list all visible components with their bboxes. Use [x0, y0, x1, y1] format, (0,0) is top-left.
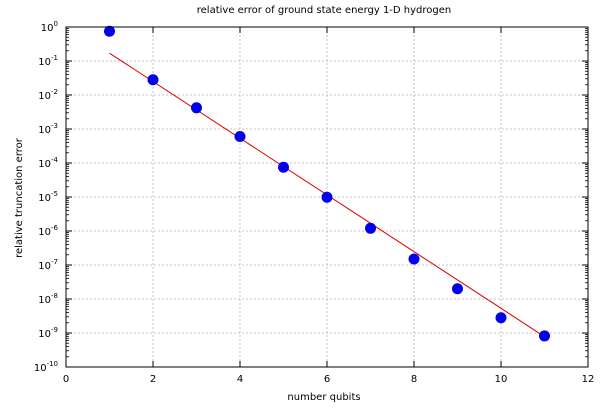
x-tick-label: 0 [63, 374, 69, 385]
y-tick-label: 100 [41, 20, 58, 34]
y-tick-label: 10-8 [38, 292, 58, 306]
data-point [365, 222, 376, 234]
x-tick-label: 10 [495, 374, 508, 385]
x-axis-ticks: 0 2 4 6 8 10 12 [63, 27, 595, 385]
chart-title: relative error of ground state energy 1-… [197, 5, 452, 16]
y-tick-label: 10-10 [34, 360, 58, 374]
x-tick-label: 8 [411, 374, 417, 385]
y-tick-label: 10-2 [38, 88, 58, 102]
y-tick-label: 10-5 [38, 190, 58, 204]
data-point [191, 102, 202, 114]
data-point [321, 191, 333, 203]
data-point [147, 74, 159, 86]
y-tick-label: 10-4 [38, 156, 58, 170]
data-point [234, 131, 246, 143]
y-tick-label: 10-1 [38, 54, 58, 68]
data-point [278, 161, 289, 173]
x-tick-label: 4 [237, 374, 243, 385]
y-axis-ticks: 100 10-1 10-2 10-3 10-4 10-5 10-6 10-7 10-8 10-9 1… [34, 20, 588, 374]
y-axis-label: relative truncation error [14, 137, 25, 258]
data-point [539, 330, 550, 342]
x-tick-label: 12 [582, 374, 595, 385]
y-tick-label: 10-7 [38, 258, 58, 272]
data-points-layer [104, 25, 550, 342]
data-point [452, 283, 463, 295]
y-tick-label: 10-6 [38, 224, 58, 238]
y-tick-label: 10-9 [38, 326, 58, 340]
data-point [408, 253, 420, 265]
x-axis-label: number qubits [287, 392, 360, 403]
y-tick-label: 10-3 [38, 122, 58, 136]
data-point [104, 25, 115, 37]
x-tick-label: 6 [324, 374, 330, 385]
x-tick-label: 2 [150, 374, 156, 385]
data-point [495, 312, 507, 324]
